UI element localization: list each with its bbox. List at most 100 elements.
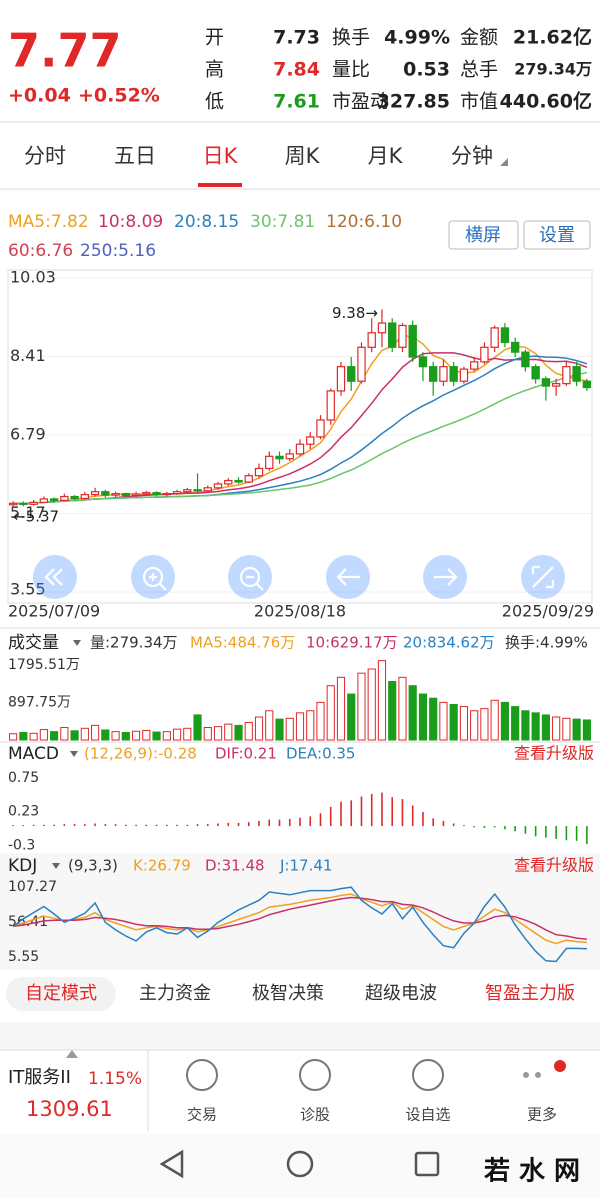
sector-value[interactable]: 1309.61 bbox=[26, 1097, 113, 1121]
tab-pill[interactable] bbox=[6, 977, 116, 1011]
tab[interactable]: 日K bbox=[203, 144, 239, 168]
candle-body bbox=[326, 390, 335, 421]
tab[interactable]: 分钟 bbox=[451, 144, 493, 168]
tab[interactable]: 分时 bbox=[24, 144, 66, 168]
candle-body bbox=[254, 467, 264, 477]
tab[interactable]: 月K bbox=[368, 144, 404, 168]
panel-title[interactable]: KDJ bbox=[8, 856, 37, 876]
volume-bar bbox=[275, 718, 284, 741]
candle-body bbox=[49, 498, 59, 502]
candle-body bbox=[244, 475, 253, 483]
volume-bar bbox=[439, 701, 448, 741]
volume-bar bbox=[306, 710, 315, 741]
candle-body bbox=[111, 493, 120, 496]
volume-bar bbox=[131, 730, 141, 741]
candle-body bbox=[213, 483, 223, 489]
ma-legend: 120:6.10 bbox=[326, 212, 402, 232]
tab[interactable]: 周K bbox=[285, 144, 321, 168]
stat-value: 0.53 bbox=[403, 59, 450, 81]
back-button[interactable] bbox=[159, 1149, 184, 1179]
candle-body bbox=[193, 489, 202, 492]
volume-bar bbox=[183, 727, 192, 741]
candle-body bbox=[80, 494, 90, 500]
candle-body bbox=[572, 366, 581, 382]
y-tick-label: 107.27 bbox=[8, 879, 57, 895]
panel-item: MA5:484.76万 bbox=[190, 634, 295, 652]
action-label[interactable]: 设自选 bbox=[405, 1106, 450, 1124]
badge[interactable] bbox=[554, 1060, 566, 1072]
candle-body bbox=[60, 495, 69, 502]
candle-body bbox=[367, 332, 376, 348]
control-icon[interactable] bbox=[44, 568, 63, 586]
button-label[interactable]: 设置 bbox=[539, 225, 575, 246]
control-icon[interactable] bbox=[142, 566, 167, 591]
action-label[interactable]: 诊股 bbox=[300, 1106, 330, 1124]
sector-pct[interactable]: 1.15% bbox=[88, 1069, 142, 1089]
sector-name[interactable]: IT服务II bbox=[8, 1067, 71, 1088]
candle-body bbox=[541, 378, 551, 387]
change-pct: +0.52% bbox=[78, 85, 160, 107]
volume-bar bbox=[121, 731, 130, 741]
bottom-tab[interactable]: 自定模式 bbox=[25, 983, 97, 1004]
dropdown[interactable] bbox=[52, 863, 60, 869]
home-button[interactable] bbox=[286, 1150, 314, 1178]
dropdown[interactable] bbox=[73, 640, 81, 646]
volume-bar bbox=[377, 660, 387, 741]
action-label[interactable]: 更多 bbox=[527, 1106, 557, 1124]
panel-params: (12,26,9):-0.28 bbox=[84, 745, 197, 763]
control-icon[interactable] bbox=[531, 565, 555, 589]
volume-bar bbox=[295, 712, 305, 741]
stat-label: 量比 bbox=[332, 59, 370, 81]
action-icon[interactable] bbox=[535, 1072, 541, 1078]
volume-bar bbox=[9, 733, 18, 741]
button-label[interactable]: 横屏 bbox=[465, 225, 501, 246]
action-label[interactable]: 交易 bbox=[187, 1106, 217, 1124]
x-tick-label: 2025/09/29 bbox=[502, 602, 594, 621]
button[interactable] bbox=[448, 220, 519, 250]
button[interactable] bbox=[523, 220, 591, 250]
action-icon[interactable] bbox=[186, 1059, 218, 1091]
candle-body bbox=[500, 327, 510, 344]
volume-bar bbox=[285, 717, 294, 741]
y-tick-label: 0.23 bbox=[8, 803, 39, 819]
y-tick-label: 1795.51万 bbox=[8, 657, 80, 673]
volume-bar bbox=[531, 712, 540, 741]
candle-body bbox=[101, 491, 110, 496]
panel-title[interactable]: 成交量 bbox=[8, 633, 59, 653]
legend-item: K:26.79 bbox=[133, 857, 191, 875]
panel-title[interactable]: MACD bbox=[8, 744, 59, 764]
tab[interactable]: 五日 bbox=[114, 144, 156, 168]
control-icon[interactable] bbox=[239, 566, 264, 591]
control-icon[interactable] bbox=[434, 568, 458, 586]
volume-bar bbox=[50, 731, 59, 741]
action-icon[interactable] bbox=[299, 1059, 331, 1091]
bottom-tab[interactable]: 智盈主力版 bbox=[485, 983, 575, 1004]
panel-item: 换手:4.99% bbox=[505, 634, 588, 652]
action-icon[interactable] bbox=[523, 1072, 529, 1078]
candle-body bbox=[306, 436, 315, 445]
kdj-line bbox=[12, 896, 587, 940]
y-tick-label: 8.41 bbox=[10, 346, 46, 365]
volume-bar bbox=[336, 676, 346, 741]
dropdown[interactable] bbox=[70, 751, 78, 757]
ma-legend: 10:8.09 bbox=[98, 212, 163, 232]
bottom-tab[interactable]: 超级电波 bbox=[365, 983, 437, 1004]
control-icon[interactable] bbox=[336, 568, 360, 586]
candle-body bbox=[582, 380, 592, 389]
x-tick-label: 2025/07/09 bbox=[8, 602, 100, 621]
change: +0.04 bbox=[8, 85, 71, 107]
upgrade-link[interactable]: 查看升级版 bbox=[514, 856, 594, 875]
bottom-tab[interactable]: 主力资金 bbox=[139, 983, 211, 1004]
bottom-tab[interactable]: 极智决策 bbox=[252, 983, 324, 1004]
candle-body bbox=[408, 324, 417, 358]
volume-bar bbox=[39, 729, 48, 741]
candle-body bbox=[275, 455, 284, 460]
volume-bar bbox=[224, 723, 233, 741]
upgrade-link[interactable]: 查看升级版 bbox=[514, 744, 594, 763]
recent-button[interactable] bbox=[414, 1151, 440, 1177]
candle-body bbox=[521, 351, 530, 368]
action-icon[interactable] bbox=[412, 1059, 444, 1091]
panel-item: DEA:0.35 bbox=[286, 745, 355, 763]
volume-bar bbox=[142, 729, 151, 741]
volume-bar bbox=[541, 714, 550, 741]
